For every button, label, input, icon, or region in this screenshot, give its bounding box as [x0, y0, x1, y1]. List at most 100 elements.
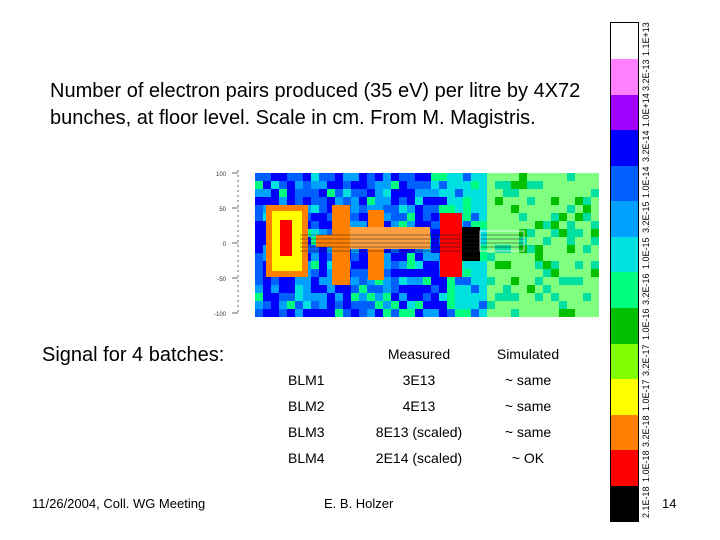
dose-map-plot: 100 50 0 -50 -100 — [214, 170, 599, 318]
map-cell — [263, 285, 271, 293]
map-cell — [543, 197, 551, 205]
map-cell — [287, 197, 295, 205]
map-cell — [391, 261, 399, 269]
map-cell — [471, 173, 479, 181]
map-cell — [567, 285, 575, 293]
map-cell — [535, 253, 543, 261]
map-cell — [503, 205, 511, 213]
map-cell — [375, 285, 383, 293]
map-cell — [383, 309, 391, 317]
map-cell — [503, 173, 511, 181]
color-scale-band — [611, 236, 638, 273]
map-cell — [359, 261, 367, 269]
map-cell — [567, 301, 575, 309]
map-cell — [551, 197, 559, 205]
map-cell — [575, 301, 583, 309]
map-cell — [519, 269, 527, 277]
map-cell — [527, 261, 535, 269]
map-cell — [463, 221, 471, 229]
map-cell — [439, 285, 447, 293]
map-cell — [319, 173, 327, 181]
map-cell — [455, 309, 463, 317]
map-cell — [551, 229, 559, 237]
map-cell — [327, 173, 335, 181]
map-cell — [527, 293, 535, 301]
map-cell — [271, 293, 279, 301]
slide-title: Number of electron pairs produced (35 eV… — [50, 80, 581, 129]
map-cell — [575, 173, 583, 181]
map-cell — [415, 221, 423, 229]
map-cell — [511, 237, 519, 245]
map-cell — [255, 293, 263, 301]
map-cell — [591, 253, 599, 261]
map-cell — [567, 189, 575, 197]
map-cell — [591, 229, 599, 237]
map-cell — [543, 309, 551, 317]
map-cell — [391, 205, 399, 213]
table-cell: 3E13 — [402, 372, 436, 388]
map-cell — [487, 221, 495, 229]
color-scale-label: 3.2E-18 — [641, 415, 651, 447]
map-cell — [551, 277, 559, 285]
map-cell — [359, 181, 367, 189]
map-cell — [255, 213, 263, 221]
map-cell — [255, 301, 263, 309]
map-cell — [495, 205, 503, 213]
map-cell — [375, 173, 383, 181]
map-cell — [255, 221, 263, 229]
map-cell — [559, 221, 567, 229]
map-cell — [503, 285, 511, 293]
map-cell — [335, 189, 343, 197]
map-cell — [583, 293, 591, 301]
map-cell — [279, 277, 287, 285]
map-cell — [495, 181, 503, 189]
map-cell — [399, 269, 407, 277]
map-cell — [471, 261, 479, 269]
map-cell — [527, 181, 535, 189]
map-cell — [311, 213, 319, 221]
map-cell — [391, 277, 399, 285]
map-cell — [591, 213, 599, 221]
map-cell — [591, 173, 599, 181]
map-cell — [575, 285, 583, 293]
map-cell — [255, 173, 263, 181]
map-cell — [311, 293, 319, 301]
map-cell — [543, 285, 551, 293]
map-cell — [327, 189, 335, 197]
map-cell — [415, 253, 423, 261]
map-cell — [303, 181, 311, 189]
map-cell — [487, 277, 495, 285]
map-cell — [383, 261, 391, 269]
map-cell — [471, 285, 479, 293]
map-cell — [255, 197, 263, 205]
map-cell — [327, 245, 335, 253]
map-cell — [343, 173, 351, 181]
plot-tick-label: -50 — [217, 277, 226, 283]
color-scale-band — [611, 23, 638, 60]
map-cell — [479, 253, 487, 261]
map-cell — [295, 285, 303, 293]
map-cell — [383, 189, 391, 197]
map-cell — [407, 285, 415, 293]
color-scale-label: 1.1E+13 — [641, 21, 651, 56]
map-cell — [295, 277, 303, 285]
map-cell — [471, 221, 479, 229]
color-scale-label: 1.0E-16 — [641, 308, 651, 341]
color-scale-band — [611, 414, 638, 451]
map-cell — [567, 221, 575, 229]
map-cell — [431, 197, 439, 205]
map-cell — [415, 301, 423, 309]
map-cell — [567, 245, 575, 253]
map-cell — [543, 213, 551, 221]
map-cell — [431, 189, 439, 197]
map-cell — [391, 253, 399, 261]
map-cell — [407, 213, 415, 221]
map-cell — [311, 197, 319, 205]
map-cell — [287, 301, 295, 309]
map-cell — [431, 293, 439, 301]
map-cell — [519, 197, 527, 205]
map-cell — [479, 181, 487, 189]
map-cell — [327, 261, 335, 269]
map-cell — [527, 173, 535, 181]
map-cell — [511, 269, 519, 277]
